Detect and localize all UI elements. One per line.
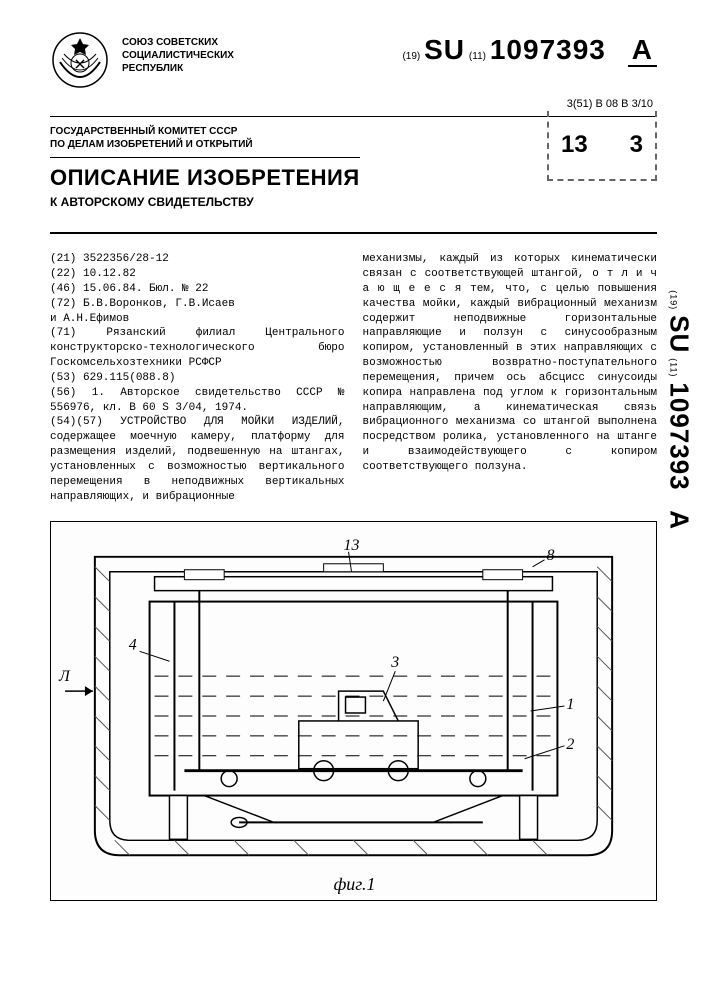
fig-label-1: 1 (566, 696, 574, 713)
field-22: (22) 10.12.82 (50, 267, 345, 282)
org-line: РЕСПУБЛИК (122, 62, 390, 75)
fig-label-13: 13 (344, 536, 360, 553)
doc-sub: (11) (469, 51, 486, 62)
org-line: СОЦИАЛИСТИЧЕСКИХ (122, 49, 390, 62)
divider (50, 157, 360, 158)
left-column: (21) 3522356/28-12 (22) 10.12.82 (46) 15… (50, 252, 345, 504)
side-sub: (11) (669, 358, 679, 377)
side-country: SU (665, 315, 695, 353)
title-block: ОПИСАНИЕ ИЗОБРЕТЕНИЯ К АВТОРСКОМУ СВИДЕТ… (50, 164, 360, 210)
field-56: (56) 1. Авторское свидетельство СССР № 5… (50, 386, 345, 416)
fig-label-8: 8 (546, 546, 554, 563)
document-number: (19) SU (11) 1097393 A (402, 30, 657, 66)
committee-row: ГОСУДАРСТВЕННЫЙ КОМИТЕТ СССР ПО ДЕЛАМ ИЗ… (50, 121, 657, 228)
figure-1: Л 13 8 4 3 1 2 фиг.1 (50, 521, 657, 901)
doc-suffix: A (628, 34, 657, 67)
side-doc-number: (19) SU (11) 1097393 A (664, 290, 695, 530)
fig-label-3: 3 (390, 654, 399, 671)
fig-label-arrow: Л (58, 668, 71, 685)
fig-label-2: 2 (566, 735, 574, 752)
stamp-left: 13 (561, 131, 588, 159)
field-53: (53) 629.115(088.8) (50, 371, 345, 386)
committee-line: ГОСУДАРСТВЕННЫЙ КОМИТЕТ СССР (50, 125, 360, 138)
stamp-right: 3 (630, 131, 643, 159)
org-name: СОЮЗ СОВЕТСКИХ СОЦИАЛИСТИЧЕСКИХ РЕСПУБЛИ… (122, 30, 390, 75)
org-line: СОЮЗ СОВЕТСКИХ (122, 36, 390, 49)
side-num: 1097393 (665, 382, 695, 490)
ipc-classification: 3(51) В 08 В 3/10 (50, 98, 657, 110)
field-46: (46) 15.06.84. Бюл. № 22 (50, 282, 345, 297)
abstract-cont: механизмы, каждый из которых кинематичес… (363, 252, 658, 475)
side-suffix: A (665, 510, 695, 530)
body-columns: (21) 3522356/28-12 (22) 10.12.82 (46) 15… (50, 252, 657, 504)
field-72: (72) Б.В.Воронков, Г.В.Исаев (50, 297, 345, 312)
stamp-box: 13 3 (547, 111, 657, 181)
figure-caption: фиг.1 (334, 874, 376, 894)
field-72b: и А.Н.Ефимов (50, 312, 345, 327)
figure-svg: Л 13 8 4 3 1 2 фиг.1 (51, 522, 656, 900)
field-71: (71) Рязанский филиал Центрального конст… (50, 326, 345, 371)
fig-label-4: 4 (129, 636, 137, 653)
doc-prefix: (19) (402, 51, 420, 62)
right-column: механизмы, каждый из которых кинематичес… (363, 252, 658, 504)
abstract-start: (54)(57) УСТРОЙСТВО ДЛЯ МОЙКИ ИЗДЕЛИЙ, с… (50, 415, 345, 504)
side-prefix: (19) (669, 290, 679, 310)
header-row: СОЮЗ СОВЕТСКИХ СОЦИАЛИСТИЧЕСКИХ РЕСПУБЛИ… (50, 30, 657, 90)
patent-page: СОЮЗ СОВЕТСКИХ СОЦИАЛИСТИЧЕСКИХ РЕСПУБЛИ… (0, 0, 707, 1000)
field-21: (21) 3522356/28-12 (50, 252, 345, 267)
arrow-l (65, 686, 93, 696)
divider-thick (50, 232, 657, 234)
ussr-emblem-icon (50, 30, 110, 90)
doc-num: 1097393 (490, 34, 606, 65)
doc-title: ОПИСАНИЕ ИЗОБРЕТЕНИЯ (50, 164, 360, 193)
doc-country: SU (424, 34, 465, 65)
doc-subtitle: К АВТОРСКОМУ СВИДЕТЕЛЬСТВУ (50, 195, 360, 211)
committee-name: ГОСУДАРСТВЕННЫЙ КОМИТЕТ СССР ПО ДЕЛАМ ИЗ… (50, 121, 360, 228)
committee-line: ПО ДЕЛАМ ИЗОБРЕТЕНИЙ И ОТКРЫТИЙ (50, 138, 360, 151)
